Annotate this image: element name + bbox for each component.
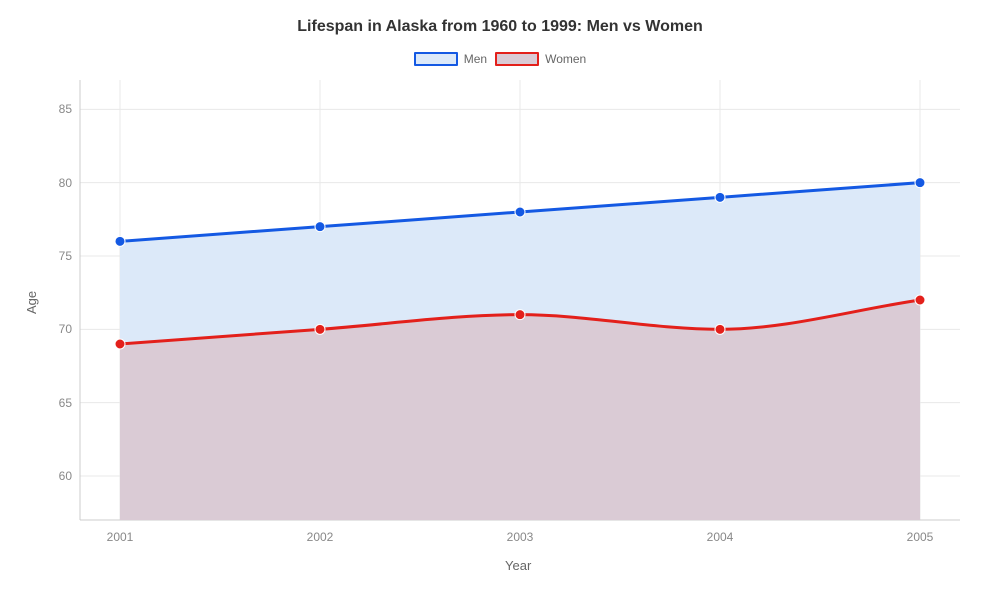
legend-swatch-women [495,52,539,66]
legend-label-women: Women [545,52,586,66]
legend-item-men: Men [414,52,487,66]
lifespan-chart: Lifespan in Alaska from 1960 to 1999: Me… [0,0,1000,600]
x-axis-label: Year [505,558,531,573]
x-tick-label: 2005 [907,530,934,544]
y-tick-label: 60 [42,469,72,483]
x-tick-label: 2001 [107,530,134,544]
legend-item-women: Women [495,52,586,66]
legend-swatch-men [414,52,458,66]
y-tick-label: 70 [42,322,72,336]
y-tick-label: 80 [42,176,72,190]
x-tick-label: 2004 [707,530,734,544]
y-tick-label: 75 [42,249,72,263]
x-tick-label: 2002 [307,530,334,544]
chart-title: Lifespan in Alaska from 1960 to 1999: Me… [0,18,1000,36]
plot-svg [80,80,960,520]
legend-label-men: Men [464,52,487,66]
y-tick-label: 65 [42,396,72,410]
plot-area [80,80,960,520]
y-tick-label: 85 [42,102,72,116]
chart-legend: Men Women [0,52,1000,66]
y-axis-label: Age [24,291,39,314]
x-tick-label: 2003 [507,530,534,544]
